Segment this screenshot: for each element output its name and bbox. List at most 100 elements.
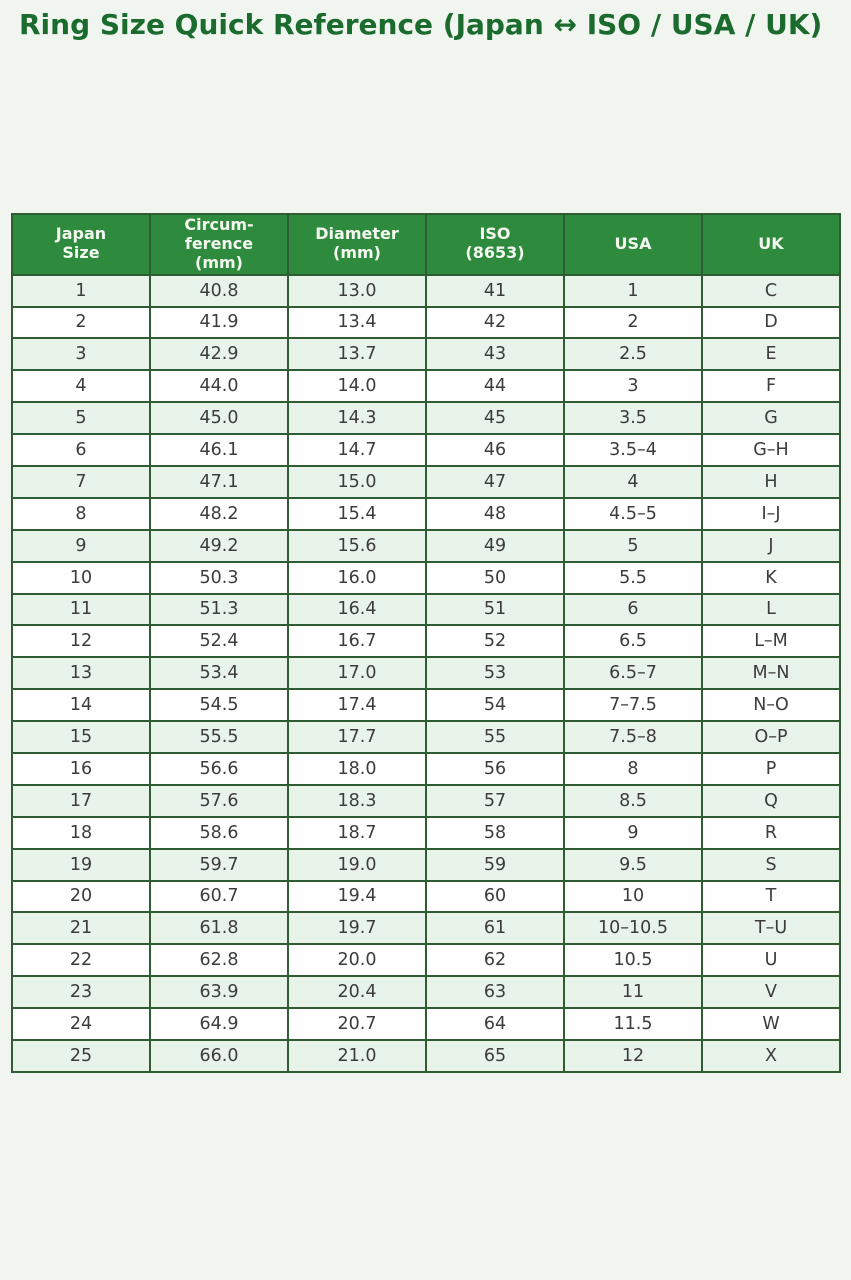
table-cell: 61.8 <box>149 911 289 946</box>
table-cell: 41 <box>425 273 565 308</box>
table-cell: 1 <box>11 273 151 308</box>
column-header-3: ISO (8653) <box>425 213 565 276</box>
table-cell: M–N <box>701 656 841 691</box>
table-cell: 17.0 <box>287 656 427 691</box>
table-row: 19 59.7 19.0 59 9.5 S <box>11 847 841 882</box>
table-cell: 10.5 <box>563 943 703 978</box>
table-cell: 4 <box>563 464 703 499</box>
table-cell: 43 <box>425 337 565 372</box>
table-cell: 16.0 <box>287 560 427 595</box>
table-cell: 52.4 <box>149 624 289 659</box>
table-cell: E <box>701 337 841 372</box>
table-cell: I–J <box>701 496 841 531</box>
table-cell: 9.5 <box>563 847 703 882</box>
table-cell: 3.5 <box>563 401 703 436</box>
table-cell: 2.5 <box>563 337 703 372</box>
table-cell: 19.0 <box>287 847 427 882</box>
table-cell: 14.3 <box>287 401 427 436</box>
table-cell: 11 <box>11 592 151 627</box>
table-row: 5 45.0 14.3 45 3.5 G <box>11 401 841 436</box>
column-header-5: UK <box>701 213 841 276</box>
table-cell: 12 <box>11 624 151 659</box>
table-cell: 10 <box>563 879 703 914</box>
table-cell: 2 <box>563 305 703 340</box>
table-cell: 53 <box>425 656 565 691</box>
table-row: 6 46.1 14.7 46 3.5–4 G–H <box>11 433 841 467</box>
table-cell: 11 <box>563 975 703 1010</box>
table-cell: L–M <box>701 624 841 659</box>
table-row: 23 63.9 20.4 63 11 V <box>11 975 841 1010</box>
table-cell: 21.0 <box>287 1039 427 1073</box>
table-cell: R <box>701 815 841 850</box>
table-cell: 53.4 <box>149 656 289 691</box>
table-cell: 49 <box>425 528 565 563</box>
table-row: 11 51.3 16.4 51 6 L <box>11 592 841 627</box>
table-cell: 59.7 <box>149 847 289 882</box>
table-cell: 21 <box>11 911 151 946</box>
table-cell: 13.4 <box>287 305 427 340</box>
table-cell: 3.5–4 <box>563 433 703 467</box>
table-cell: U <box>701 943 841 978</box>
table-cell: 2 <box>11 305 151 340</box>
table-row: 17 57.6 18.3 57 8.5 Q <box>11 783 841 818</box>
table-cell: 50 <box>425 560 565 595</box>
table-row: 16 56.6 18.0 56 8 P <box>11 751 841 786</box>
table-row: 13 53.4 17.0 53 6.5–7 M–N <box>11 656 841 691</box>
table-cell: 48.2 <box>149 496 289 531</box>
table-row: 7 47.1 15.0 47 4 H <box>11 464 841 499</box>
table-cell: G–H <box>701 433 841 467</box>
table-cell: T–U <box>701 911 841 946</box>
table-cell: 9 <box>11 528 151 563</box>
table-cell: 22 <box>11 943 151 978</box>
table-row: 8 48.2 15.4 48 4.5–5 I–J <box>11 496 841 531</box>
table-cell: 45.0 <box>149 401 289 436</box>
table-cell: 15.6 <box>287 528 427 563</box>
column-header-4: USA <box>563 213 703 276</box>
table-cell: 14.0 <box>287 369 427 404</box>
table-cell: 14.7 <box>287 433 427 467</box>
table-cell: 18.0 <box>287 751 427 786</box>
table-cell: 47.1 <box>149 464 289 499</box>
page-title: Ring Size Quick Reference (Japan ↔ ISO /… <box>19 8 823 41</box>
table-row: 24 64.9 20.7 64 11.5 W <box>11 1007 841 1041</box>
table-cell: 57.6 <box>149 783 289 818</box>
table-cell: 42.9 <box>149 337 289 372</box>
table-cell: 55.5 <box>149 720 289 754</box>
table-cell: 15.0 <box>287 464 427 499</box>
table-cell: 6 <box>563 592 703 627</box>
table-cell: 55 <box>425 720 565 754</box>
column-header-0: Japan Size <box>11 213 151 276</box>
table-cell: 19 <box>11 847 151 882</box>
table-cell: 40.8 <box>149 273 289 308</box>
table-cell: 54.5 <box>149 688 289 723</box>
table-cell: 3 <box>563 369 703 404</box>
table-cell: 6 <box>11 433 151 467</box>
table-cell: 66.0 <box>149 1039 289 1073</box>
table-cell: 1 <box>563 273 703 308</box>
table-cell: 8 <box>563 751 703 786</box>
table-cell: 44.0 <box>149 369 289 404</box>
table-cell: F <box>701 369 841 404</box>
table-header: Japan Size Circum- ference (mm) Diameter (… <box>11 213 841 276</box>
table-cell: 7.5–8 <box>563 720 703 754</box>
table-cell: 64 <box>425 1007 565 1041</box>
table-cell: 20.4 <box>287 975 427 1010</box>
table-row: 4 44.0 14.0 44 3 F <box>11 369 841 404</box>
table-cell: 60.7 <box>149 879 289 914</box>
table-cell: 25 <box>11 1039 151 1073</box>
table-cell: 19.4 <box>287 879 427 914</box>
table-cell: 51 <box>425 592 565 627</box>
table-row: 18 58.6 18.7 58 9 R <box>11 815 841 850</box>
table-row: 10 50.3 16.0 50 5.5 K <box>11 560 841 595</box>
table-cell: 12 <box>563 1039 703 1073</box>
table-cell: 16.7 <box>287 624 427 659</box>
table-cell: 63 <box>425 975 565 1010</box>
table-cell: C <box>701 273 841 308</box>
table-cell: 62 <box>425 943 565 978</box>
table-row: 12 52.4 16.7 52 6.5 L–M <box>11 624 841 659</box>
table-cell: 18 <box>11 815 151 850</box>
table-cell: 45 <box>425 401 565 436</box>
table-cell: 47 <box>425 464 565 499</box>
table-row: 21 61.8 19.7 61 10–10.5 T–U <box>11 911 841 946</box>
table-cell: 18.7 <box>287 815 427 850</box>
